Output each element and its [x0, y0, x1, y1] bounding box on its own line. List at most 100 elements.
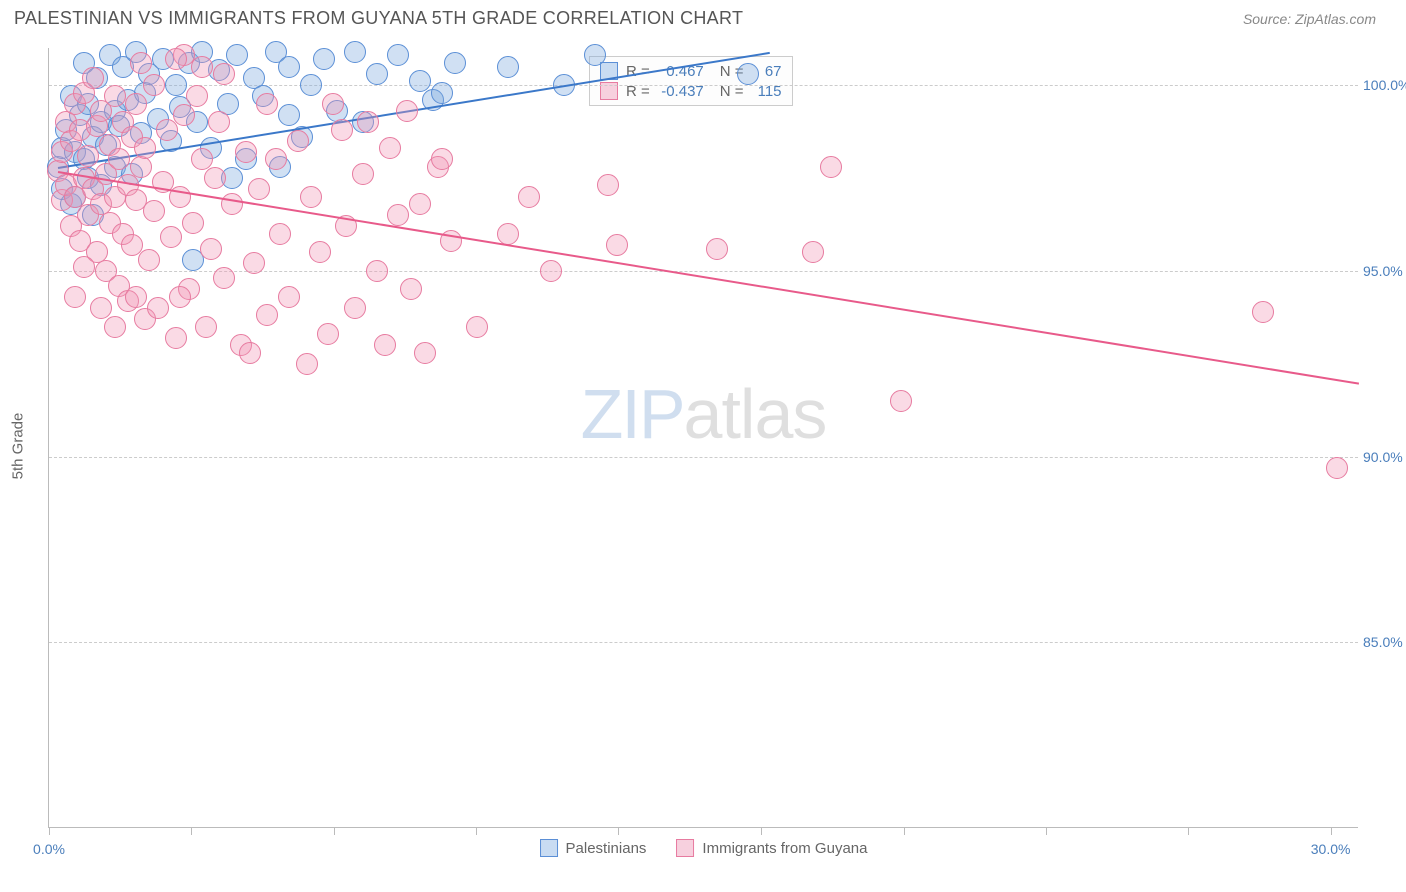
legend-item-guyana: Immigrants from Guyana [676, 839, 867, 857]
scatter-point-guyana [597, 174, 619, 196]
scatter-point-guyana [300, 186, 322, 208]
scatter-point-guyana [125, 93, 147, 115]
xtick [191, 827, 192, 835]
xtick [1331, 827, 1332, 835]
scatter-point-guyana [82, 67, 104, 89]
scatter-point-guyana [138, 249, 160, 271]
scatter-point-guyana [165, 327, 187, 349]
chart-title: PALESTINIAN VS IMMIGRANTS FROM GUYANA 5T… [14, 8, 743, 29]
scatter-point-guyana [213, 267, 235, 289]
scatter-point-guyana [213, 63, 235, 85]
xtick [1046, 827, 1047, 835]
scatter-point-guyana [1252, 301, 1274, 323]
xtick [476, 827, 477, 835]
xtick-label: 0.0% [33, 841, 65, 857]
scatter-point-guyana [143, 200, 165, 222]
scatter-point-guyana [374, 334, 396, 356]
xtick-label: 30.0% [1311, 841, 1351, 857]
legend-label: Palestinians [566, 840, 647, 857]
swatch-icon [676, 839, 694, 857]
scatter-point-guyana [540, 260, 562, 282]
xtick [904, 827, 905, 835]
plot-area: ZIPatlas R =0.467N =67R =-0.437N =115 Pa… [48, 48, 1358, 828]
scatter-point-guyana [143, 74, 165, 96]
scatter-point-palestinians [584, 44, 606, 66]
scatter-point-palestinians [344, 41, 366, 63]
scatter-point-guyana [77, 145, 99, 167]
scatter-point-guyana [130, 52, 152, 74]
scatter-point-guyana [366, 260, 388, 282]
scatter-point-guyana [204, 167, 226, 189]
scatter-point-guyana [243, 252, 265, 274]
xtick [761, 827, 762, 835]
watermark-part1: ZIP [581, 375, 684, 453]
scatter-point-guyana [606, 234, 628, 256]
scatter-point-guyana [248, 178, 270, 200]
y-axis-label: 5th Grade [10, 413, 27, 480]
scatter-point-guyana [239, 342, 261, 364]
scatter-point-guyana [344, 297, 366, 319]
scatter-point-guyana [802, 241, 824, 263]
scatter-point-palestinians [226, 44, 248, 66]
scatter-point-guyana [200, 238, 222, 260]
scatter-point-guyana [1326, 457, 1348, 479]
scatter-point-palestinians [366, 63, 388, 85]
scatter-point-guyana [104, 316, 126, 338]
scatter-point-guyana [125, 286, 147, 308]
scatter-point-guyana [208, 111, 230, 133]
scatter-point-guyana [73, 256, 95, 278]
scatter-point-guyana [357, 111, 379, 133]
scatter-point-guyana [400, 278, 422, 300]
scatter-point-guyana [221, 193, 243, 215]
scatter-point-guyana [90, 297, 112, 319]
scatter-point-palestinians [431, 82, 453, 104]
scatter-point-guyana [235, 141, 257, 163]
scatter-point-guyana [256, 93, 278, 115]
stats-row-guyana: R =-0.437N =115 [600, 81, 782, 101]
scatter-point-guyana [134, 137, 156, 159]
ytick-label: 90.0% [1363, 449, 1406, 465]
scatter-point-guyana [182, 212, 204, 234]
scatter-point-palestinians [444, 52, 466, 74]
scatter-point-guyana [396, 100, 418, 122]
scatter-point-palestinians [497, 56, 519, 78]
scatter-point-guyana [706, 238, 728, 260]
scatter-point-guyana [156, 119, 178, 141]
scatter-point-guyana [64, 286, 86, 308]
scatter-point-guyana [104, 85, 126, 107]
scatter-point-guyana [108, 148, 130, 170]
scatter-point-guyana [195, 316, 217, 338]
xtick [618, 827, 619, 835]
scatter-point-palestinians [165, 74, 187, 96]
scatter-point-palestinians [278, 104, 300, 126]
scatter-point-guyana [147, 297, 169, 319]
scatter-point-guyana [387, 204, 409, 226]
scatter-point-guyana [278, 286, 300, 308]
scatter-point-guyana [352, 163, 374, 185]
scatter-point-guyana [518, 186, 540, 208]
scatter-point-guyana [160, 226, 182, 248]
scatter-point-guyana [431, 148, 453, 170]
gridline [49, 457, 1358, 458]
scatter-point-guyana [820, 156, 842, 178]
watermark-part2: atlas [684, 375, 827, 453]
scatter-point-guyana [296, 353, 318, 375]
scatter-point-guyana [497, 223, 519, 245]
swatch-icon [540, 839, 558, 857]
scatter-point-palestinians [313, 48, 335, 70]
scatter-point-guyana [309, 241, 331, 263]
scatter-point-guyana [165, 48, 187, 70]
scatter-point-guyana [186, 85, 208, 107]
scatter-point-guyana [256, 304, 278, 326]
scatter-point-guyana [265, 148, 287, 170]
scatter-point-palestinians [278, 56, 300, 78]
xtick [1188, 827, 1189, 835]
legend-item-palestinians: Palestinians [540, 839, 647, 857]
scatter-point-guyana [269, 223, 291, 245]
ytick-label: 95.0% [1363, 263, 1406, 279]
ytick-label: 100.0% [1363, 77, 1406, 93]
chart-source: Source: ZipAtlas.com [1243, 11, 1376, 27]
scatter-point-guyana [169, 286, 191, 308]
scatter-point-guyana [409, 193, 431, 215]
scatter-point-palestinians [300, 74, 322, 96]
